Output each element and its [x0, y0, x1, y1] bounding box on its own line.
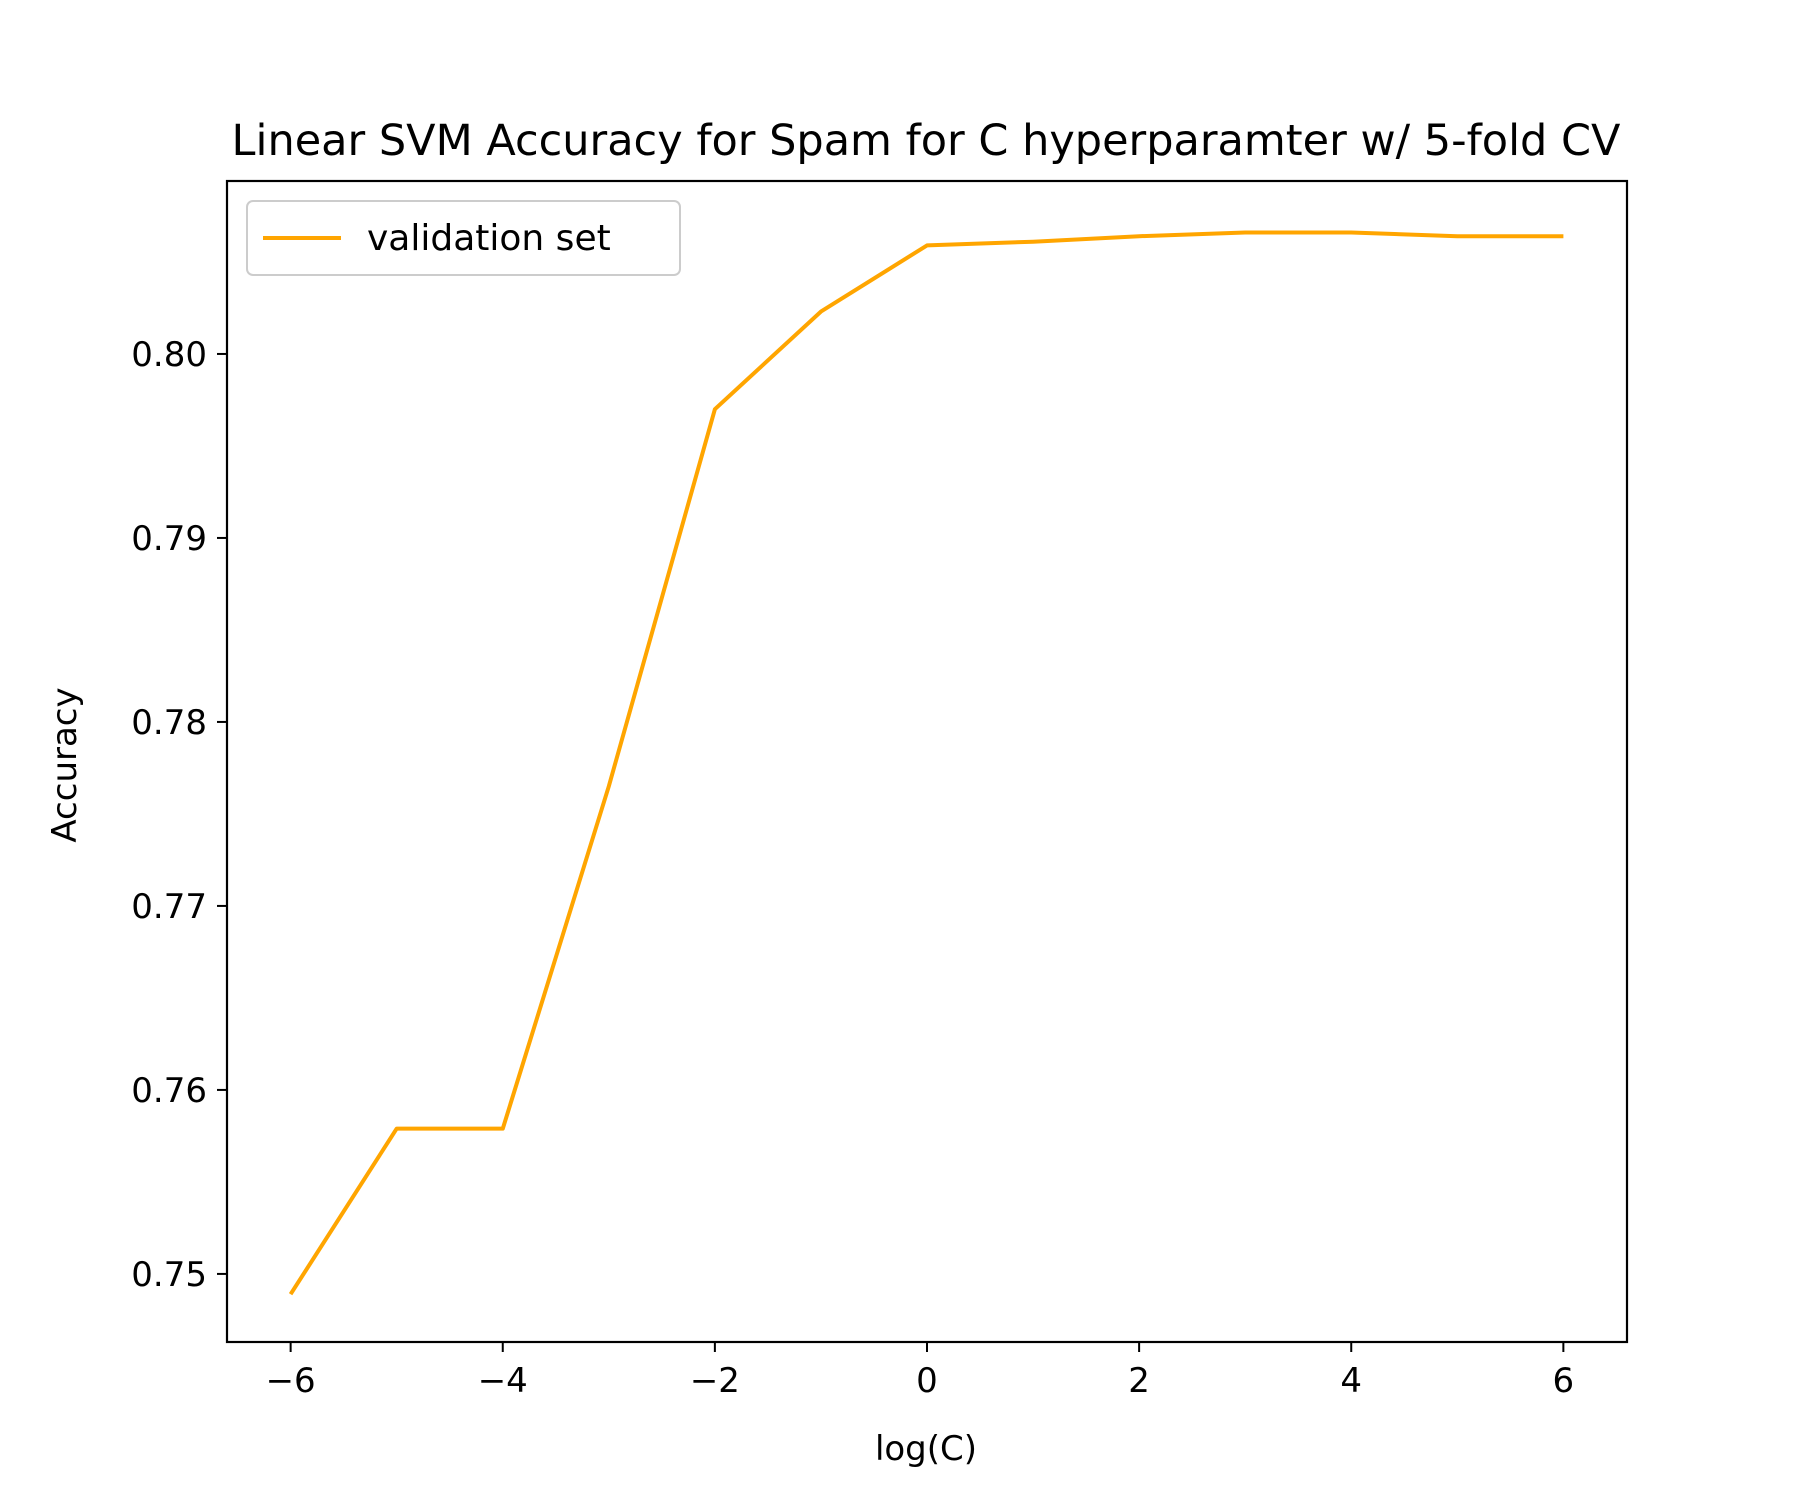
x-axis-ticks: −6 −4 −2 0 2 4 6 — [266, 1342, 1575, 1401]
x-axis-label: log(C) — [875, 1429, 977, 1469]
y-tick-label: 0.75 — [131, 1255, 207, 1295]
x-tick-label: −2 — [690, 1361, 740, 1401]
chart-title: Linear SVM Accuracy for Spam for C hyper… — [232, 116, 1621, 166]
y-tick-label: 0.79 — [131, 519, 207, 559]
series-line-validation-set — [288, 230, 1564, 1296]
y-axis-label: Accuracy — [45, 687, 85, 842]
y-tick-label: 0.77 — [131, 887, 207, 927]
y-tick-label: 0.76 — [131, 1071, 207, 1111]
legend: validation set — [246, 200, 681, 276]
axes-frame — [225, 179, 1629, 1344]
x-tick-label: 0 — [916, 1361, 938, 1401]
x-tick-label: 6 — [1553, 1361, 1575, 1401]
legend-box — [246, 200, 681, 276]
x-tick-label: −4 — [478, 1361, 528, 1401]
legend-label: validation set — [367, 218, 611, 259]
y-tick-label: 0.78 — [131, 703, 207, 743]
x-tick-label: −6 — [266, 1361, 316, 1401]
y-axis-ticks: 0.75 0.76 0.77 0.78 0.79 0.80 — [131, 335, 227, 1295]
y-tick-label: 0.80 — [131, 335, 207, 375]
x-tick-label: 4 — [1340, 1361, 1362, 1401]
series-group — [288, 230, 1564, 1296]
x-tick-label: 2 — [1128, 1361, 1150, 1401]
